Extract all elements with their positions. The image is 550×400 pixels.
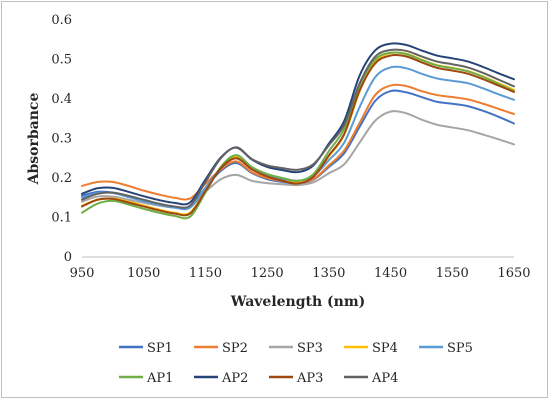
legend-label: SP1 xyxy=(147,341,173,356)
x-axis-title: Wavelength (nm) xyxy=(230,294,366,310)
y-tick-label: 0.4 xyxy=(51,92,72,107)
series-line-ap3 xyxy=(81,53,515,217)
legend-label: SP3 xyxy=(297,341,323,356)
legend-entry-ap1: AP1 xyxy=(119,371,173,386)
x-tick-label: 1050 xyxy=(127,266,160,281)
legend-label: AP4 xyxy=(371,371,398,386)
x-tick-label: 1250 xyxy=(251,266,284,281)
legend-label: AP2 xyxy=(221,371,248,386)
y-axis-ticks: 0 0.1 0.2 0.3 0.4 0.5 0.6 xyxy=(51,13,72,265)
legend-entry-ap4: AP4 xyxy=(344,371,398,386)
y-tick-label: 0.5 xyxy=(51,53,72,68)
legend-label: AP3 xyxy=(296,371,323,386)
x-tick-label: 1450 xyxy=(374,266,407,281)
series-lines xyxy=(81,42,515,220)
x-tick-label: 1650 xyxy=(497,266,530,281)
legend-label: SP2 xyxy=(222,341,248,356)
x-tick-label: 1150 xyxy=(189,266,222,281)
series-line-sp1 xyxy=(81,89,515,210)
series-line-ap2 xyxy=(81,42,515,206)
legend-entry-sp2: SP2 xyxy=(194,341,248,356)
legend-label: SP5 xyxy=(447,341,473,356)
legend-label: SP4 xyxy=(372,341,398,356)
series-line-sp4 xyxy=(81,51,515,216)
legend-entry-sp1: SP1 xyxy=(119,341,173,356)
series-line-sp3 xyxy=(81,110,515,210)
x-axis-ticks: 950 1050 1150 1250 1350 1450 1550 1650 xyxy=(70,266,531,281)
legend: SP1 SP2 SP3 SP4 SP5 AP1 AP2 AP3 AP4 xyxy=(119,341,473,386)
y-tick-label: 0.3 xyxy=(51,132,72,147)
x-tick-label: 1550 xyxy=(436,266,469,281)
series-line-ap4 xyxy=(81,48,515,209)
x-tick-label: 1350 xyxy=(312,266,345,281)
legend-entry-sp5: SP5 xyxy=(419,341,473,356)
legend-entry-sp4: SP4 xyxy=(344,341,398,356)
legend-label: AP1 xyxy=(146,371,173,386)
y-tick-label: 0 xyxy=(64,250,72,265)
y-tick-label: 0.1 xyxy=(51,211,72,226)
series-line-ap1 xyxy=(81,51,515,220)
series-line-sp5 xyxy=(81,65,515,211)
legend-entry-ap2: AP2 xyxy=(194,371,248,386)
y-tick-label: 0.6 xyxy=(51,13,72,28)
y-tick-label: 0.2 xyxy=(51,171,72,186)
y-axis-title: Absorbance xyxy=(26,93,42,186)
legend-entry-sp3: SP3 xyxy=(269,341,323,356)
x-tick-label: 950 xyxy=(70,266,95,281)
legend-entry-ap3: AP3 xyxy=(269,371,323,386)
